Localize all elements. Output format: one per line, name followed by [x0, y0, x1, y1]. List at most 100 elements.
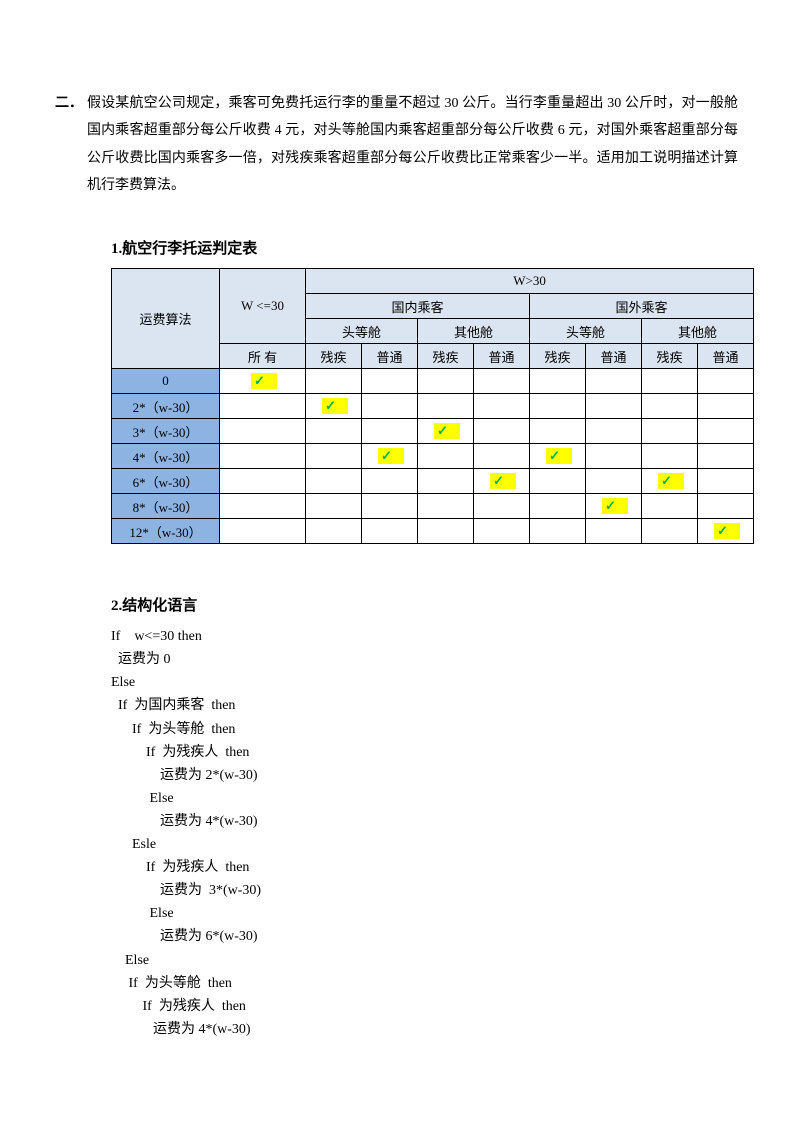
hdr-d1: 残疾	[306, 344, 362, 369]
section1-title: 1.航空行李托运判定表	[111, 237, 738, 258]
table-cell: ✓	[586, 494, 642, 519]
table-cell: ✓	[642, 469, 698, 494]
table-cell	[642, 369, 698, 394]
check-icon: ✓	[714, 523, 740, 539]
table-row: 8*（w-30） ✓	[112, 494, 754, 519]
table-cell	[530, 419, 586, 444]
hdr-w-gt-30: W>30	[306, 269, 754, 294]
table-cell	[474, 494, 530, 519]
table-cell	[530, 494, 586, 519]
table-cell: ✓	[698, 519, 754, 544]
hdr-foreign: 国外乘客	[530, 294, 754, 319]
problem-statement: 二． 假设某航空公司规定，乘客可免费托运行李的重量不超过 30 公斤。当行李重量…	[55, 90, 738, 199]
pseudocode: If w<=30 then 运费为 0 Else If 为国内乘客 then I…	[111, 625, 738, 1041]
hdr-other-class-2: 其他舱	[642, 319, 754, 344]
table-row: 3*（w-30） ✓	[112, 419, 754, 444]
table-cell	[474, 394, 530, 419]
table-cell: ✓	[306, 394, 362, 419]
table-cell	[642, 394, 698, 419]
row-label: 0	[112, 369, 220, 394]
table-cell	[698, 419, 754, 444]
table-cell	[418, 394, 474, 419]
table-cell	[642, 519, 698, 544]
row-label: 4*（w-30）	[112, 444, 220, 469]
table-cell	[642, 444, 698, 469]
table-cell	[586, 444, 642, 469]
hdr-domestic: 国内乘客	[306, 294, 530, 319]
table-cell	[530, 519, 586, 544]
table-cell	[362, 419, 418, 444]
table-cell	[586, 369, 642, 394]
check-icon: ✓	[602, 498, 628, 514]
table-cell	[418, 494, 474, 519]
table-cell	[586, 519, 642, 544]
table-row: 12*（w-30） ✓	[112, 519, 754, 544]
table-cell	[698, 494, 754, 519]
table-cell	[362, 369, 418, 394]
table-cell	[306, 444, 362, 469]
table-cell	[306, 419, 362, 444]
table-row: 6*（w-30） ✓ ✓	[112, 469, 754, 494]
check-icon: ✓	[434, 423, 460, 439]
table-cell	[474, 419, 530, 444]
check-icon: ✓	[322, 398, 348, 414]
problem-text: 假设某航空公司规定，乘客可免费托运行李的重量不超过 30 公斤。当行李重量超出 …	[87, 90, 738, 199]
table-cell	[362, 494, 418, 519]
check-icon: ✓	[490, 473, 516, 489]
table-cell	[220, 444, 306, 469]
table-cell	[362, 519, 418, 544]
hdr-n1: 普通	[362, 344, 418, 369]
row-label: 6*（w-30）	[112, 469, 220, 494]
hdr-d3: 残疾	[530, 344, 586, 369]
row-label: 12*（w-30）	[112, 519, 220, 544]
table-cell	[418, 444, 474, 469]
hdr-all: 所 有	[220, 344, 306, 369]
table-cell	[474, 519, 530, 544]
table-cell	[306, 369, 362, 394]
table-cell	[474, 444, 530, 469]
table-cell	[306, 494, 362, 519]
hdr-n2: 普通	[474, 344, 530, 369]
table-cell	[418, 469, 474, 494]
check-icon: ✓	[546, 448, 572, 464]
table-cell	[418, 369, 474, 394]
table-cell: ✓	[530, 444, 586, 469]
table-cell	[586, 394, 642, 419]
table-cell	[220, 394, 306, 419]
table-cell	[698, 444, 754, 469]
hdr-algorithm: 运费算法	[112, 269, 220, 369]
table-cell	[642, 494, 698, 519]
table-cell	[642, 419, 698, 444]
decision-table: 运费算法 W <=30 W>30 国内乘客 国外乘客 头等舱 其他舱 头等舱 其…	[111, 268, 754, 544]
table-cell: ✓	[474, 469, 530, 494]
table-cell	[474, 369, 530, 394]
hdr-d2: 残疾	[418, 344, 474, 369]
table-cell	[586, 419, 642, 444]
table-cell	[362, 469, 418, 494]
table-cell	[220, 494, 306, 519]
hdr-n3: 普通	[586, 344, 642, 369]
table-cell: ✓	[362, 444, 418, 469]
table-row: 0✓	[112, 369, 754, 394]
check-icon: ✓	[251, 373, 277, 389]
table-cell: ✓	[418, 419, 474, 444]
table-cell	[530, 469, 586, 494]
row-label: 3*（w-30）	[112, 419, 220, 444]
table-cell	[220, 419, 306, 444]
table-cell	[306, 469, 362, 494]
table-cell	[418, 519, 474, 544]
hdr-n4: 普通	[698, 344, 754, 369]
decision-table-wrap: 运费算法 W <=30 W>30 国内乘客 国外乘客 头等舱 其他舱 头等舱 其…	[111, 268, 738, 544]
hdr-first-class-2: 头等舱	[530, 319, 642, 344]
problem-number: 二．	[55, 90, 83, 199]
row-label: 8*（w-30）	[112, 494, 220, 519]
check-icon: ✓	[658, 473, 684, 489]
hdr-w-le-30: W <=30	[220, 269, 306, 344]
table-cell	[698, 394, 754, 419]
table-row: 2*（w-30）✓	[112, 394, 754, 419]
table-cell	[530, 369, 586, 394]
hdr-d4: 残疾	[642, 344, 698, 369]
section2-title: 2.结构化语言	[111, 594, 738, 615]
table-cell	[586, 469, 642, 494]
table-cell	[698, 469, 754, 494]
